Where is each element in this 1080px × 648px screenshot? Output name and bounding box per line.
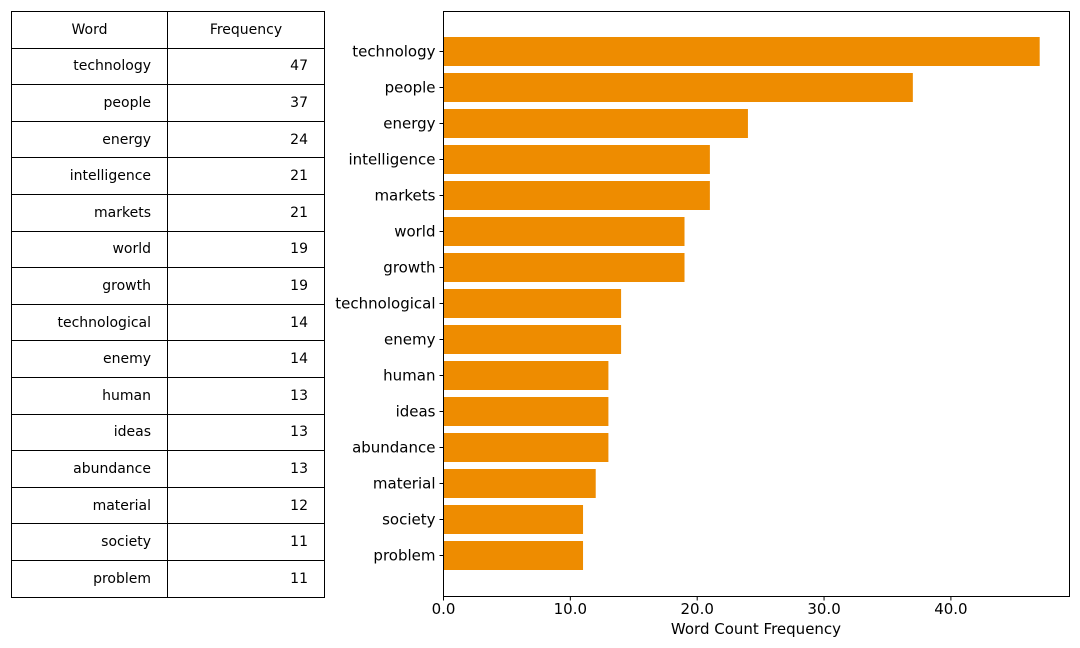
table-cell-frequency: 13 [167,413,325,452]
bar-enemy [443,325,622,354]
y-tick-label: people [385,79,436,97]
y-tick-label: enemy [384,331,436,349]
table-cell-word: material [11,486,168,525]
table-cell-frequency: 11 [167,523,325,561]
table-cell-word: human [11,376,168,415]
table-cell-frequency: 13 [167,450,325,488]
x-tick-label: 0.0 [432,600,456,618]
bar-intelligence [443,145,710,174]
bar-society [443,505,584,534]
y-tick-label: human [383,367,435,385]
table-row: energy 24 [11,120,325,159]
bar-material [443,469,596,498]
bar-people [443,73,913,102]
header-frequency: Frequency [167,11,325,49]
table-row: markets 21 [11,193,325,232]
y-tick-label: world [394,223,435,241]
table-row: society 11 [11,523,325,561]
table-cell-frequency: 21 [167,157,325,195]
y-tick-label: intelligence [348,151,435,169]
table-cell-word: growth [11,267,168,305]
x-tick-label: 30.0 [807,600,840,618]
table-row: abundance 13 [11,450,325,488]
table-cell-word: abundance [11,450,168,488]
x-tick-label: 40.0 [934,600,967,618]
bar-growth [443,253,685,282]
table-cell-word: energy [11,120,168,159]
table-row: ideas 13 [11,413,325,452]
bar-world [443,217,685,246]
table-row: material 12 [11,486,325,525]
bar-abundance [443,433,609,462]
bar-problem [443,541,584,570]
y-tick-label: energy [383,115,435,133]
table-row: enemy 14 [11,340,325,378]
y-tick-label: abundance [352,439,435,457]
x-tick-label: 10.0 [554,600,587,618]
y-tick-label: ideas [396,403,436,421]
table-cell-frequency: 24 [167,120,325,159]
y-tick-label: problem [373,547,435,565]
bar-energy [443,109,748,138]
y-tick-label: society [382,511,436,529]
bars-group [443,37,1040,570]
table-header-row: Word Frequency [11,11,325,49]
table-cell-word: world [11,230,168,269]
bar-technology [443,37,1040,66]
bar-ideas [443,397,609,426]
plot-frame [443,11,1070,597]
table-row: technological 14 [11,303,325,342]
table-row: growth 19 [11,267,325,305]
header-word: Word [11,11,168,49]
x-axis-label: Word Count Frequency [671,620,841,638]
table-cell-word: society [11,523,168,561]
table-row: technology 47 [11,47,325,86]
table-cell-word: markets [11,193,168,232]
table-row: world 19 [11,230,325,269]
bar-human [443,361,609,390]
y-tick-labels: technology people energy intelligence market… [335,43,444,565]
table-row: people 37 [11,84,325,122]
table-row: problem 11 [11,559,325,598]
y-tick-label: technological [335,295,435,313]
word-frequency-table: Word Frequency technology 47 people 37 energ… [11,11,325,598]
table-row: intelligence 21 [11,157,325,195]
table-cell-word: technological [11,303,168,342]
bar-markets [443,181,710,210]
table-cell-frequency: 37 [167,84,325,122]
table-body: technology 47 people 37 energy 24 intelligence… [11,47,325,598]
x-tick-label: 20.0 [680,600,713,618]
table-cell-frequency: 21 [167,193,325,232]
x-ticks: 0.0 10.0 20.0 30.0 40.0 [432,596,968,618]
bar-technological [443,289,622,318]
y-tick-label: material [373,475,436,493]
table-row: human 13 [11,376,325,415]
y-tick-label: technology [352,43,435,61]
table-cell-frequency: 11 [167,559,325,598]
table-cell-word: problem [11,559,168,598]
y-tick-label: markets [374,187,435,205]
table-cell-frequency: 19 [167,230,325,269]
table-cell-frequency: 47 [167,47,325,86]
table-cell-frequency: 14 [167,340,325,378]
table-cell-word: intelligence [11,157,168,195]
y-tick-label: growth [383,259,435,277]
table-cell-frequency: 12 [167,486,325,525]
